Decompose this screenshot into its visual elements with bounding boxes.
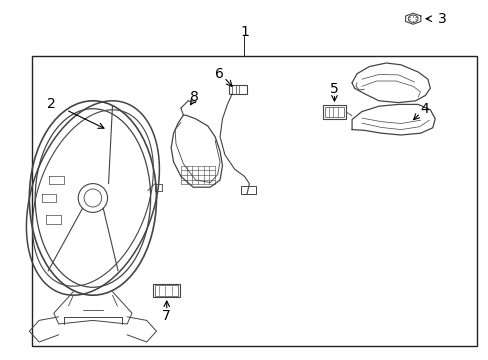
Text: 3: 3 — [437, 12, 446, 26]
Text: 4: 4 — [419, 102, 428, 116]
Bar — [32, 56, 476, 346]
Bar — [240, 186, 256, 194]
Bar — [322, 105, 346, 119]
Bar — [154, 285, 178, 296]
Text: 7: 7 — [162, 309, 171, 323]
Text: 5: 5 — [329, 82, 338, 96]
Bar — [228, 85, 247, 94]
Text: 6: 6 — [214, 67, 223, 81]
Bar — [324, 107, 344, 117]
Text: 8: 8 — [190, 90, 199, 104]
Bar — [153, 284, 180, 297]
Text: 2: 2 — [47, 98, 56, 111]
Text: 1: 1 — [240, 26, 248, 39]
